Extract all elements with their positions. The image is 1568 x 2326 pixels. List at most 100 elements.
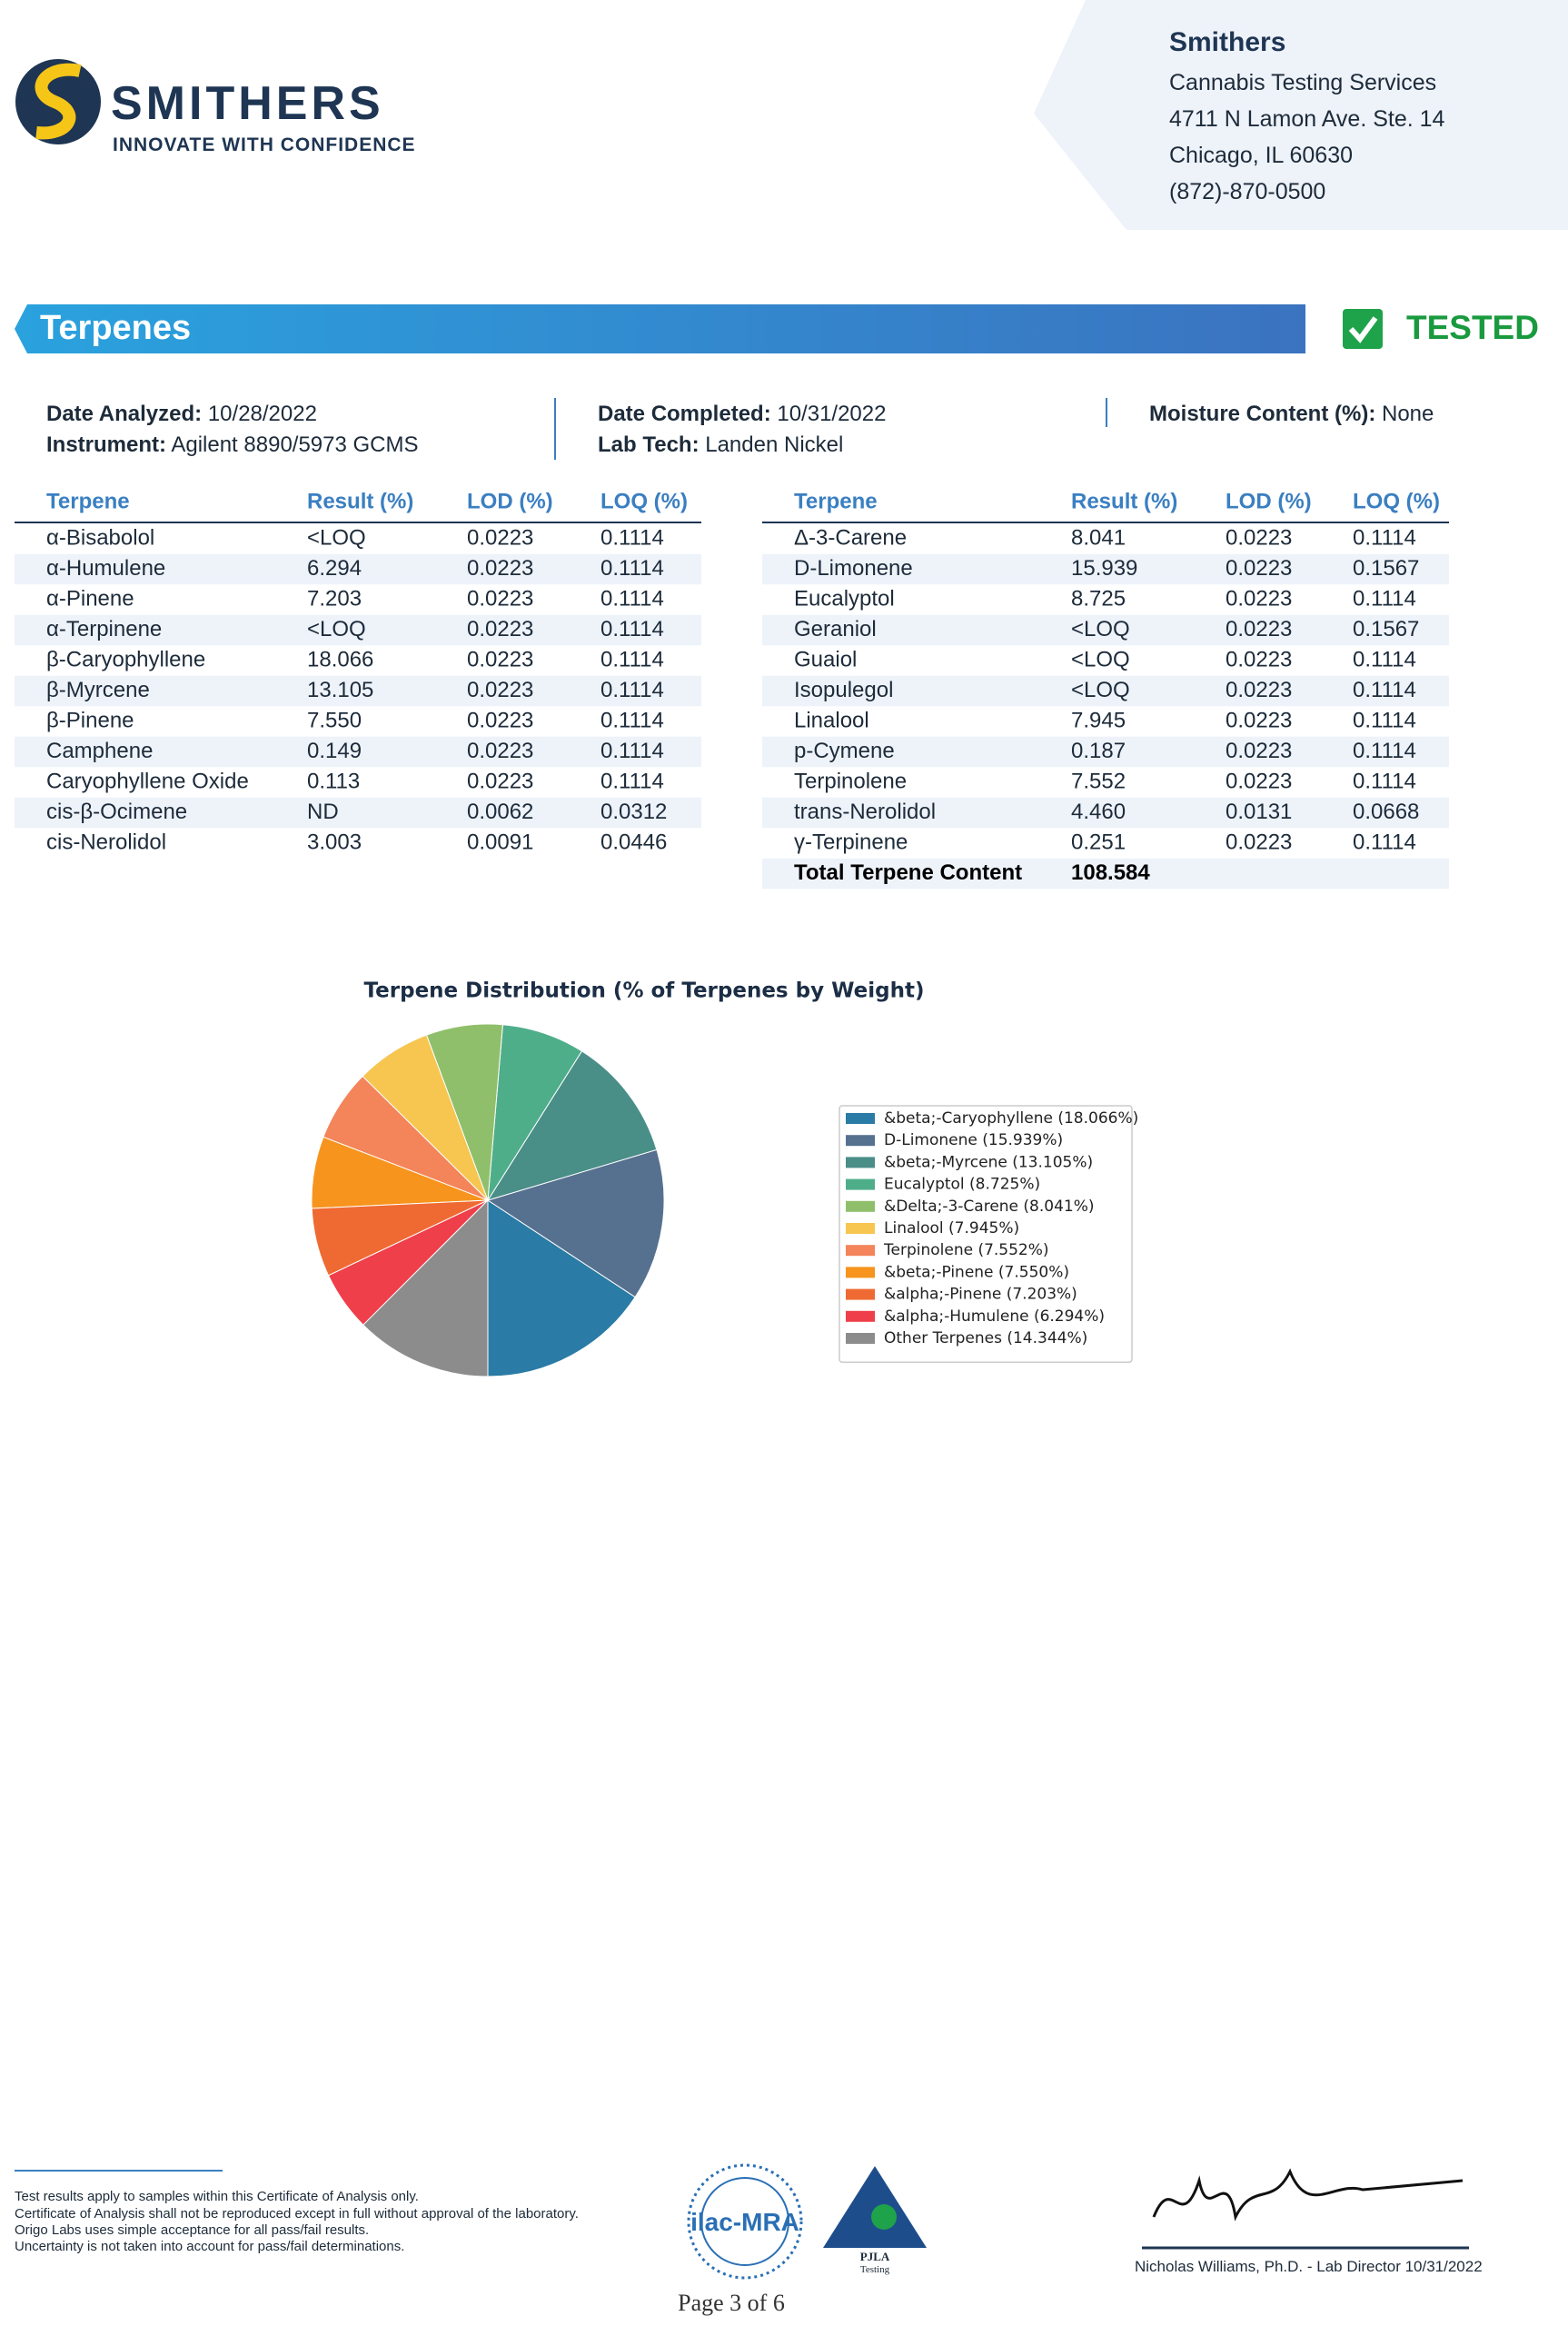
cell: 0.0223	[1226, 708, 1292, 732]
cell: <LOQ	[307, 525, 366, 550]
cell: trans-Nerolidol	[794, 800, 936, 824]
row-shade	[762, 614, 1449, 646]
legend-label: &beta;-Caryophyllene (18.066%)	[884, 1109, 1138, 1128]
ilac-logo	[700, 2177, 789, 2266]
cell: <LOQ	[1071, 647, 1130, 671]
cell: Isopulegol	[794, 678, 893, 702]
logo-s	[35, 63, 82, 140]
pie-slice	[362, 1198, 489, 1377]
cell: 0.0223	[1226, 647, 1292, 671]
cell: 7.552	[1071, 769, 1126, 793]
cell: 0.0223	[1226, 556, 1292, 581]
cell: 4.460	[1071, 800, 1126, 824]
cell: 0.1114	[600, 525, 664, 550]
chart-title: Terpene Distribution (% of Terpenes by W…	[364, 979, 925, 1003]
cell: 8.041	[1071, 525, 1126, 550]
cell: 0.0062	[467, 800, 533, 824]
tables: Terpene Result (%) LOD (%) LOQ (%) α-Bisabol…	[15, 489, 1449, 890]
legend-swatch	[846, 1310, 875, 1322]
cell: 0.1114	[600, 617, 664, 641]
cell: 0.1114	[1353, 739, 1416, 763]
cell: 0.1114	[600, 678, 664, 702]
cell: 0.1114	[600, 739, 664, 763]
cell: 0.0091	[467, 830, 533, 854]
cell: 7.945	[1071, 708, 1126, 732]
column-header: Result (%)	[1071, 489, 1177, 513]
column-header: Terpene	[46, 489, 130, 513]
cell: Δ-3-Carene	[794, 525, 907, 550]
column-header: LOD (%)	[1226, 489, 1312, 513]
cell: 0.1114	[1353, 708, 1416, 732]
cell: 0.0223	[1226, 769, 1292, 793]
footer-note: Uncertainty is not taken into account fo…	[15, 2239, 405, 2254]
cell: β-Caryophyllene	[46, 647, 205, 671]
pjla-text: PJLA	[859, 2250, 890, 2263]
info-label: Date Completed:	[598, 402, 771, 426]
cell: α-Humulene	[46, 556, 165, 581]
info-value: Landen Nickel	[705, 432, 844, 457]
legend-label: D-Limonene (15.939%)	[884, 1131, 1063, 1149]
cell: 0.0668	[1353, 800, 1419, 824]
status: TESTED	[1406, 309, 1539, 346]
cell: 18.066	[307, 647, 373, 671]
legend-swatch	[846, 1113, 875, 1124]
cell: 0.0223	[1226, 525, 1292, 550]
legend-label: &beta;-Myrcene (13.105%)	[884, 1153, 1093, 1171]
cell: p-Cymene	[794, 739, 895, 763]
cell: α-Bisabolol	[46, 525, 154, 550]
cell: 0.0223	[467, 617, 533, 641]
cell: Guaiol	[794, 647, 857, 671]
legend-swatch	[846, 1157, 875, 1168]
signatory: Nicholas Williams, Ph.D. - Lab Director …	[1135, 2258, 1483, 2275]
cell: 0.0223	[1226, 617, 1292, 641]
address-line: 4711 N Lamon Ave. Ste. 14	[1169, 106, 1445, 132]
address-line: Cannabis Testing Services	[1169, 70, 1437, 95]
section-title: Terpenes	[40, 309, 192, 347]
cell: ND	[307, 800, 339, 824]
cell: 0.0223	[1226, 586, 1292, 611]
pjla-sub: Testing	[859, 2264, 890, 2275]
legend-swatch	[846, 1200, 875, 1212]
cell: 0.1114	[1353, 647, 1416, 671]
cell: 0.0446	[600, 830, 667, 854]
row-shade	[15, 553, 701, 585]
legend-swatch	[846, 1288, 875, 1300]
cell: 0.1114	[600, 708, 664, 732]
cell: cis-β-Ocimene	[46, 800, 187, 824]
cell: Eucalyptol	[794, 586, 895, 611]
row-shade	[15, 797, 701, 829]
cell: 0.0223	[467, 708, 533, 732]
cell: 15.939	[1071, 556, 1137, 581]
info: Date Completed: 10/31/2022	[598, 402, 886, 427]
cell: 0.0223	[467, 678, 533, 702]
total-shade	[762, 858, 1449, 890]
legend-label: &alpha;-Humulene (6.294%)	[884, 1307, 1105, 1326]
row-shade	[762, 675, 1449, 707]
cell: 0.0223	[467, 525, 533, 550]
pjla-globe	[871, 2204, 897, 2230]
pie-slice	[487, 1199, 636, 1377]
cell: 0.0223	[1226, 830, 1292, 854]
cell: 0.1114	[600, 556, 664, 581]
cell: 0.1114	[1353, 586, 1416, 611]
cell: 0.1114	[1353, 830, 1416, 854]
cell: α-Pinene	[46, 586, 134, 611]
cell: 0.149	[307, 739, 362, 763]
cell: 0.187	[1071, 739, 1126, 763]
legend-label: &beta;-Pinene (7.550%)	[884, 1263, 1069, 1281]
cell: 0.1114	[1353, 769, 1416, 793]
cell: α-Terpinene	[46, 617, 162, 641]
cell: 0.251	[1071, 830, 1126, 854]
legend-label: Terpinolene (7.552%)	[883, 1241, 1049, 1259]
cell: <LOQ	[307, 617, 366, 641]
company: Smithers	[1169, 27, 1286, 57]
legend-swatch	[846, 1223, 875, 1234]
row-shade	[15, 675, 701, 707]
legend-swatch	[846, 1333, 875, 1344]
legend-label: Other Terpenes (14.344%)	[884, 1329, 1087, 1347]
footer-note: Test results apply to samples within thi…	[15, 2189, 419, 2204]
row-shade	[762, 797, 1449, 829]
legend-swatch	[846, 1245, 875, 1257]
total-value: 108.584	[1071, 860, 1150, 885]
cell: Terpinolene	[794, 769, 907, 793]
